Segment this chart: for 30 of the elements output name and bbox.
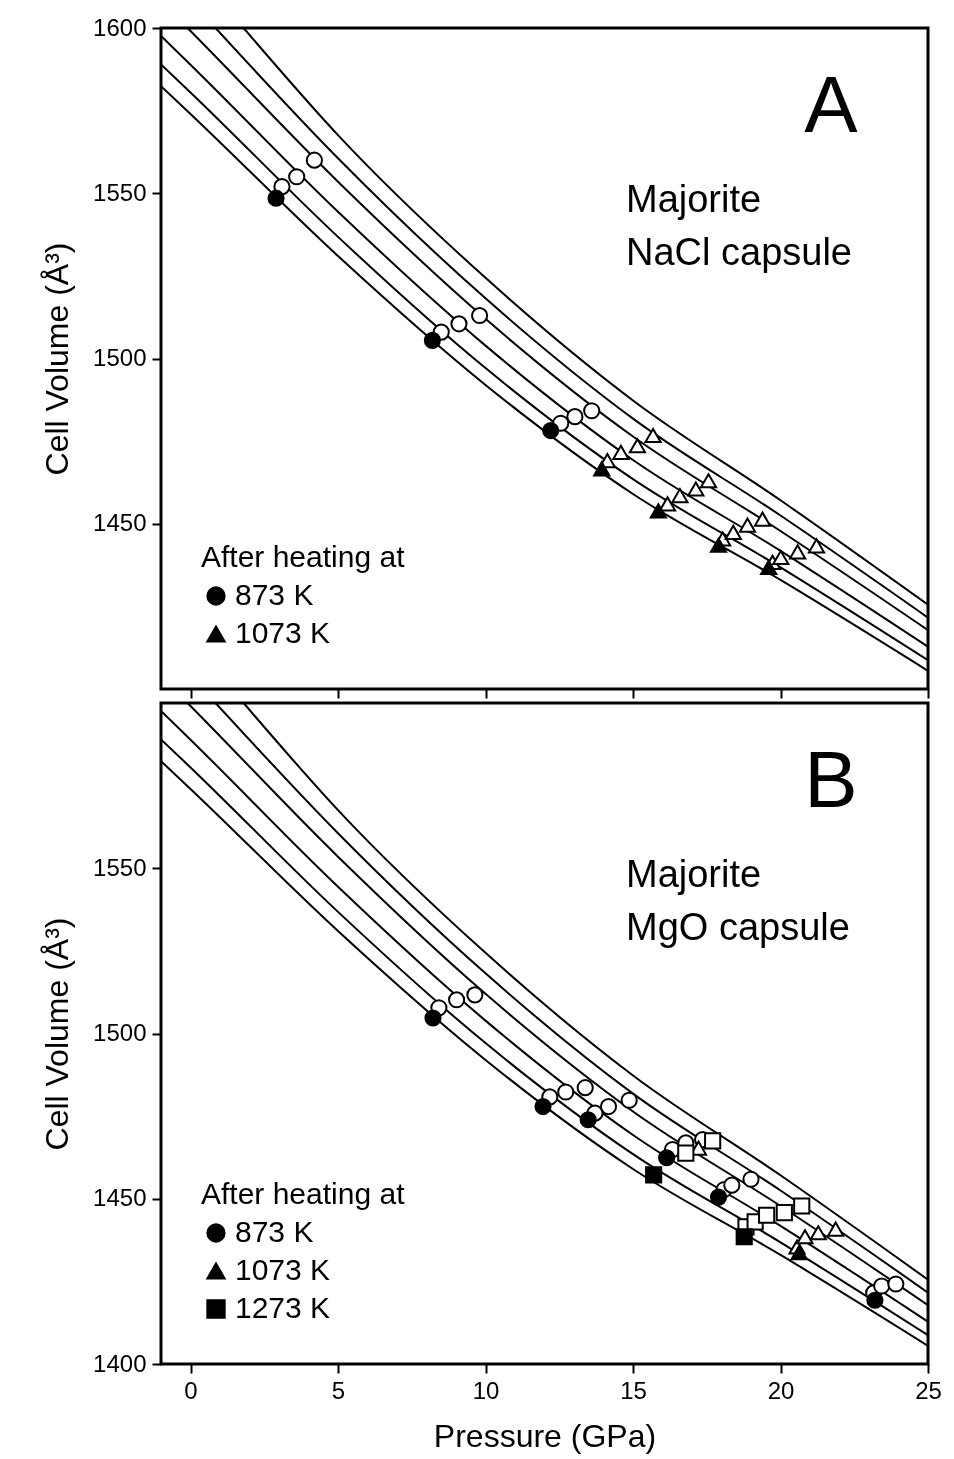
x-tick-label: 0	[184, 1376, 198, 1404]
y-tick-label: 1450	[93, 1184, 147, 1212]
y-tick-label: 1400	[93, 1349, 147, 1377]
legend-label: 873 K	[235, 1215, 314, 1248]
x-tick-label: 15	[620, 1376, 647, 1404]
legend-title: After heating at	[201, 1177, 406, 1210]
y-tick-label: 1600	[93, 13, 147, 41]
legend-label: 1073 K	[235, 1253, 331, 1286]
legend-label: 1273 K	[235, 1291, 331, 1324]
y-tick-label: 1500	[93, 344, 147, 371]
y-tick-label: 1450	[93, 509, 147, 537]
x-tick-label: 20	[767, 1376, 795, 1404]
x-tick-label: 10	[472, 1376, 500, 1404]
annotation: NaCl capsule	[626, 231, 852, 273]
legend-label: 1073 K	[235, 616, 331, 649]
annotation: Majorite	[626, 853, 762, 895]
y-tick-label: 1500	[93, 1019, 147, 1046]
legend-title: After heating at	[201, 540, 406, 573]
annotation: B	[804, 735, 858, 824]
x-tick-label: 5	[331, 1376, 346, 1404]
annotation: Majorite	[626, 178, 762, 220]
y-tick-label: 1550	[93, 178, 147, 206]
legend-label: 873 K	[235, 578, 314, 611]
annotation: A	[804, 60, 859, 149]
y-axis-title: Cell Volume (Å³)	[39, 917, 76, 1151]
y-axis-title: Cell Volume (Å³)	[39, 242, 76, 476]
annotation: MgO capsule	[626, 906, 850, 948]
x-tick-label: 25	[915, 1376, 942, 1404]
x-axis-title: Pressure (GPa)	[433, 1417, 657, 1454]
y-tick-label: 1550	[93, 853, 147, 881]
